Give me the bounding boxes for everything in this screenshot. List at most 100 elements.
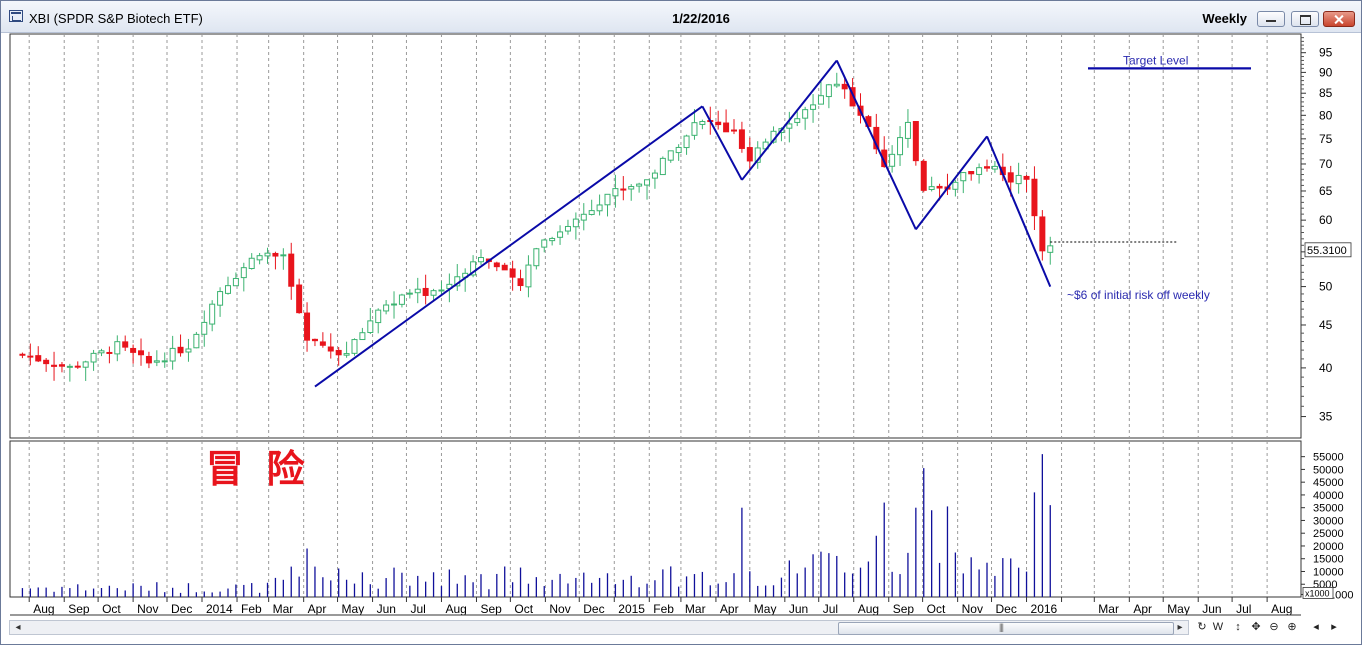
- candle[interactable]: [928, 186, 935, 190]
- trendline[interactable]: [986, 136, 1052, 287]
- trendline[interactable]: [701, 105, 743, 181]
- candle[interactable]: [122, 341, 129, 348]
- w-icon[interactable]: W: [1212, 621, 1224, 633]
- candle[interactable]: [817, 95, 824, 105]
- candle[interactable]: [51, 364, 58, 367]
- candle[interactable]: [912, 121, 919, 162]
- candle[interactable]: [802, 109, 809, 119]
- scroll-thumb[interactable]: [838, 622, 1174, 635]
- candle[interactable]: [74, 365, 81, 368]
- candle[interactable]: [296, 284, 303, 314]
- candle[interactable]: [1039, 216, 1046, 252]
- candle[interactable]: [90, 352, 97, 363]
- candle[interactable]: [169, 347, 176, 362]
- close-button[interactable]: [1323, 11, 1355, 27]
- candle[interactable]: [549, 237, 556, 242]
- candle[interactable]: [272, 252, 279, 257]
- candle[interactable]: [217, 291, 224, 306]
- candle[interactable]: [564, 225, 571, 232]
- title-bar[interactable]: XBI (SPDR S&P Biotech ETF) 1/22/2016 Wee…: [1, 1, 1361, 33]
- candle[interactable]: [406, 292, 413, 295]
- candle[interactable]: [675, 146, 682, 154]
- candle[interactable]: [738, 129, 745, 149]
- candle[interactable]: [288, 253, 295, 287]
- candle[interactable]: [968, 171, 975, 175]
- candle[interactable]: [960, 172, 967, 182]
- candle[interactable]: [35, 355, 42, 362]
- move-vertical-icon[interactable]: ↕: [1235, 621, 1241, 633]
- candle[interactable]: [470, 261, 477, 276]
- candle[interactable]: [58, 364, 65, 367]
- candle[interactable]: [383, 304, 390, 312]
- candle[interactable]: [106, 351, 113, 354]
- candle[interactable]: [580, 213, 587, 221]
- candle[interactable]: [754, 147, 761, 163]
- candle[interactable]: [841, 83, 848, 90]
- candle[interactable]: [27, 355, 34, 358]
- candle[interactable]: [1031, 178, 1038, 217]
- candle[interactable]: [280, 254, 287, 257]
- trendline[interactable]: [741, 59, 838, 181]
- next-icon[interactable]: ▸: [1331, 621, 1337, 633]
- candle[interactable]: [620, 188, 627, 191]
- candle[interactable]: [185, 348, 192, 353]
- candle[interactable]: [541, 239, 548, 248]
- trendline[interactable]: [835, 60, 917, 230]
- candle[interactable]: [304, 312, 311, 341]
- candle[interactable]: [723, 122, 730, 133]
- candle[interactable]: [240, 267, 247, 279]
- candle[interactable]: [952, 181, 959, 190]
- candle[interactable]: [509, 268, 516, 278]
- candle[interactable]: [596, 204, 603, 212]
- candle[interactable]: [1047, 245, 1054, 253]
- horizontal-scrollbar[interactable]: ◂ ▸: [9, 620, 1189, 635]
- candle[interactable]: [477, 257, 484, 263]
- candle[interactable]: [114, 341, 121, 355]
- candle[interactable]: [264, 252, 271, 257]
- candle[interactable]: [177, 346, 184, 354]
- candle[interactable]: [699, 121, 706, 125]
- candle[interactable]: [612, 188, 619, 197]
- candle[interactable]: [557, 231, 564, 238]
- candle[interactable]: [897, 137, 904, 156]
- candle[interactable]: [889, 153, 896, 167]
- candle[interactable]: [145, 355, 152, 364]
- candle[interactable]: [810, 104, 817, 110]
- candle[interactable]: [138, 350, 145, 356]
- candle[interactable]: [517, 278, 524, 287]
- candle[interactable]: [501, 264, 508, 271]
- candle[interactable]: [193, 333, 200, 349]
- candle[interactable]: [66, 365, 73, 368]
- candle[interactable]: [327, 346, 334, 352]
- candle[interactable]: [209, 303, 216, 325]
- candle[interactable]: [438, 289, 445, 292]
- candle[interactable]: [794, 118, 801, 123]
- candle[interactable]: [920, 160, 927, 191]
- candle[interactable]: [572, 218, 579, 228]
- candle[interactable]: [825, 84, 832, 98]
- refresh-icon[interactable]: ↻: [1197, 621, 1207, 633]
- candle[interactable]: [833, 83, 840, 87]
- candle[interactable]: [130, 347, 137, 353]
- candle[interactable]: [422, 287, 429, 296]
- scroll-right-icon[interactable]: ▸: [1177, 622, 1183, 633]
- candle[interactable]: [343, 353, 350, 356]
- candle[interactable]: [224, 285, 231, 294]
- candle[interactable]: [715, 121, 722, 126]
- candle[interactable]: [730, 129, 737, 132]
- prev-icon[interactable]: ◂: [1313, 621, 1319, 633]
- scroll-left-icon[interactable]: ◂: [15, 622, 21, 633]
- candle[interactable]: [43, 359, 50, 365]
- candle[interactable]: [651, 172, 658, 179]
- candle[interactable]: [19, 353, 26, 356]
- candle[interactable]: [1023, 175, 1030, 180]
- maximize-button[interactable]: [1291, 11, 1319, 27]
- minimize-button[interactable]: [1257, 11, 1285, 27]
- candle[interactable]: [683, 135, 690, 149]
- candle[interactable]: [849, 87, 856, 107]
- candle[interactable]: [232, 277, 239, 287]
- candle[interactable]: [398, 294, 405, 305]
- candle[interactable]: [391, 303, 398, 306]
- candle[interactable]: [375, 309, 382, 324]
- price-volume-chart[interactable]: Aug Sep Oct Nov Dec 2014 Feb Mar Apr May Jun Jul Aug…: [1, 32, 1361, 620]
